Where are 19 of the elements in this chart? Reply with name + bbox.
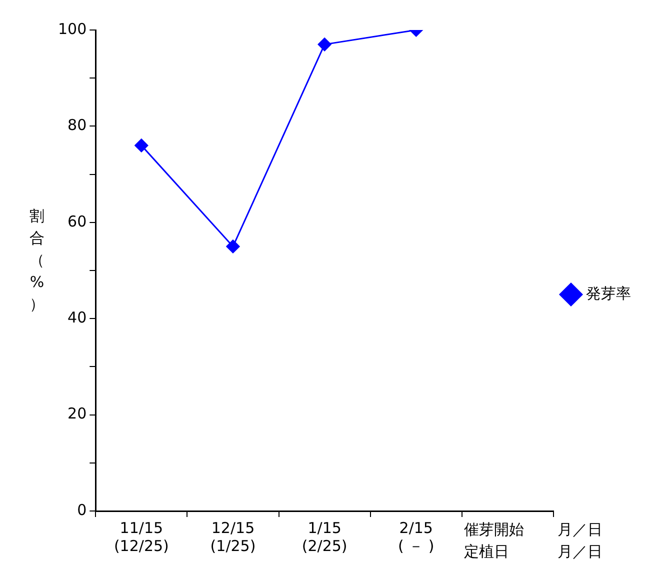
y-tick-label: 80 — [68, 116, 87, 134]
y-tick-label: 20 — [68, 404, 87, 423]
y-tick-label: 0 — [77, 500, 87, 519]
y-tick-label: 60 — [68, 212, 87, 230]
x-tick-label: 1/15 (2/25) — [302, 518, 348, 555]
y-axis-title: 割合（%） — [28, 206, 46, 315]
text: 月／日 — [558, 542, 602, 560]
y-tick-label: 100 — [58, 20, 87, 38]
text: 定植日 — [464, 542, 509, 560]
point — [318, 38, 332, 52]
x-tick-label: 2/15 ( － ) — [398, 518, 434, 555]
point — [134, 138, 148, 152]
y-tick-label: 40 — [68, 308, 87, 326]
point — [226, 240, 240, 254]
x-tick-label: 11/15 (12/25) — [114, 518, 169, 555]
text: 月／日 — [558, 520, 602, 538]
legend-label: 発芽率 — [586, 284, 631, 302]
text: 催芽開始 — [464, 520, 524, 538]
x-tick-label: 12/15 (1/25) — [210, 518, 256, 555]
